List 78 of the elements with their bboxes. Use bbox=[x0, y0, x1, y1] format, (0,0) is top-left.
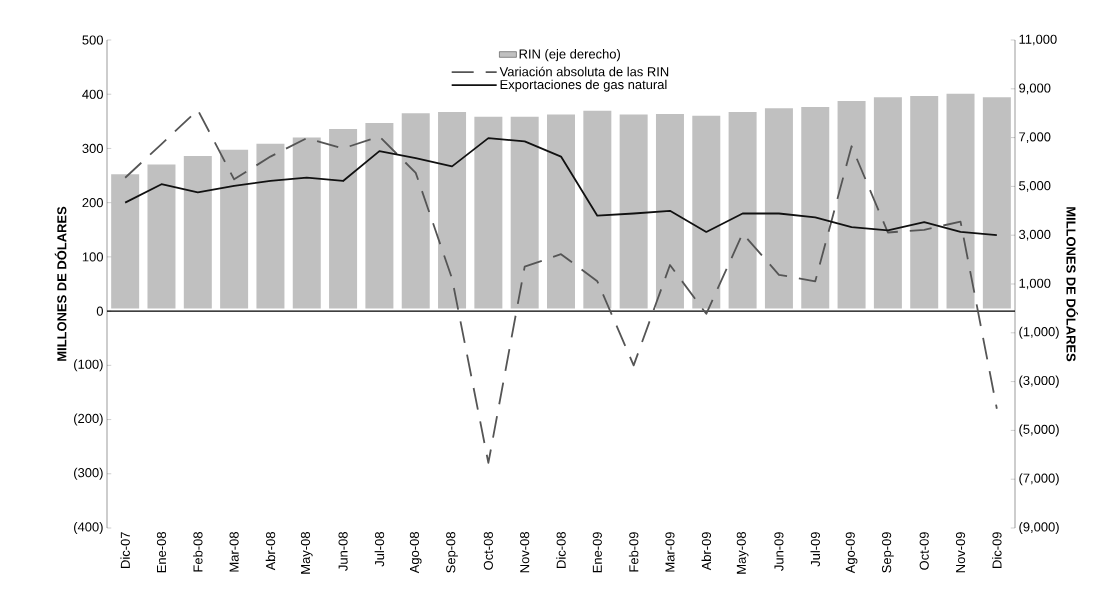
bar bbox=[619, 114, 648, 309]
bar bbox=[692, 115, 721, 309]
y-tick-label: 400 bbox=[82, 89, 103, 99]
bar bbox=[147, 164, 176, 309]
x-tick-label: Oct-08 bbox=[483, 532, 493, 570]
y-tick-label: (200) bbox=[74, 413, 103, 426]
y2-tick-label: (1,000) bbox=[1019, 326, 1059, 339]
bar bbox=[873, 97, 902, 309]
x-tick-label: Sep-09 bbox=[882, 532, 894, 573]
y-tick-label: (400) bbox=[74, 521, 103, 535]
y2-tick-label: (7,000) bbox=[1019, 473, 1059, 486]
x-tick-label: Abr-09 bbox=[701, 532, 712, 571]
y2-tick-label: (3,000) bbox=[1019, 375, 1059, 388]
x-tick-label: Abr-08 bbox=[265, 532, 276, 571]
bar bbox=[256, 143, 285, 309]
x-tick-label: Ene-09 bbox=[592, 532, 602, 573]
y-tick-label: 100 bbox=[82, 252, 103, 262]
bar bbox=[946, 93, 975, 309]
bar bbox=[474, 116, 503, 309]
bar bbox=[111, 174, 140, 309]
x-tick-label: Feb-08 bbox=[193, 532, 203, 572]
bar bbox=[655, 113, 684, 309]
x-tick-label: Dic-07 bbox=[120, 532, 130, 568]
x-tick-label: Jul-09 bbox=[810, 532, 820, 567]
x-tick-label: Sep-08 bbox=[446, 532, 458, 573]
bar bbox=[510, 116, 539, 309]
bar bbox=[910, 96, 939, 309]
line-series bbox=[124, 109, 998, 464]
x-tick-label: May-08 bbox=[300, 532, 313, 574]
y2-axis-title: MILLONES DE DÓLARES bbox=[1066, 207, 1079, 362]
x-tick-label: Oct-09 bbox=[919, 532, 929, 570]
bar bbox=[583, 110, 612, 309]
y-axis-title: MILLONES DE DÓLARES bbox=[54, 206, 67, 361]
bar bbox=[365, 122, 394, 309]
x-tick-label: Dic-09 bbox=[992, 532, 1002, 568]
bar bbox=[764, 108, 793, 309]
x-tick-label: Jul-08 bbox=[374, 532, 385, 567]
x-tick-label: May-08 bbox=[736, 532, 749, 574]
x-tick-label: Mar-08 bbox=[229, 532, 239, 572]
bar bbox=[329, 129, 358, 309]
y2-tick-label: 3,000 bbox=[1019, 229, 1051, 241]
bar bbox=[728, 111, 757, 309]
legend-label: Variación absoluta de las RIN bbox=[499, 66, 669, 77]
y2-tick-label: 7,000 bbox=[1019, 132, 1051, 143]
bar bbox=[837, 101, 866, 309]
y2-tick-label: 5,000 bbox=[1019, 181, 1051, 192]
x-tick-label: Ago-09 bbox=[845, 532, 858, 574]
y2-tick-label: 9,000 bbox=[1019, 83, 1051, 95]
legend-label: Exportaciones de gas natural bbox=[500, 79, 667, 92]
y2-tick-label: (5,000) bbox=[1019, 424, 1059, 437]
y-tick-label: (300) bbox=[74, 467, 103, 480]
y-tick-label: 0 bbox=[96, 306, 103, 316]
bar bbox=[982, 97, 1011, 309]
y-tick-label: 500 bbox=[82, 35, 103, 45]
x-tick-label: Mar-09 bbox=[665, 532, 675, 572]
bar bbox=[401, 113, 430, 309]
y2-tick-label: 1,000 bbox=[1019, 278, 1051, 290]
y-tick-label: (100) bbox=[74, 359, 103, 372]
bar bbox=[220, 149, 249, 309]
bar bbox=[183, 155, 212, 309]
x-tick-label: Ene-08 bbox=[156, 532, 167, 573]
x-tick-label: Feb-09 bbox=[628, 532, 639, 572]
legend-label: RIN (eje derecho) bbox=[519, 49, 620, 62]
y2-tick-label: 11,000 bbox=[1019, 34, 1057, 46]
x-tick-label: Jun-08 bbox=[338, 532, 348, 571]
y-tick-label: 200 bbox=[82, 198, 103, 208]
bar bbox=[801, 107, 830, 309]
bar bbox=[292, 137, 321, 309]
x-tick-label: Ago-08 bbox=[409, 532, 422, 574]
x-tick-label: Nov-08 bbox=[520, 532, 530, 573]
bar bbox=[547, 114, 576, 309]
x-tick-label: Dic-08 bbox=[556, 532, 566, 568]
x-tick-label: Jun-09 bbox=[774, 532, 784, 571]
x-tick-label: Nov-09 bbox=[955, 532, 966, 573]
y-tick-label: 300 bbox=[82, 143, 103, 154]
bar bbox=[438, 111, 467, 309]
y2-tick-label: (9,000) bbox=[1019, 521, 1059, 535]
line-series bbox=[124, 137, 998, 237]
